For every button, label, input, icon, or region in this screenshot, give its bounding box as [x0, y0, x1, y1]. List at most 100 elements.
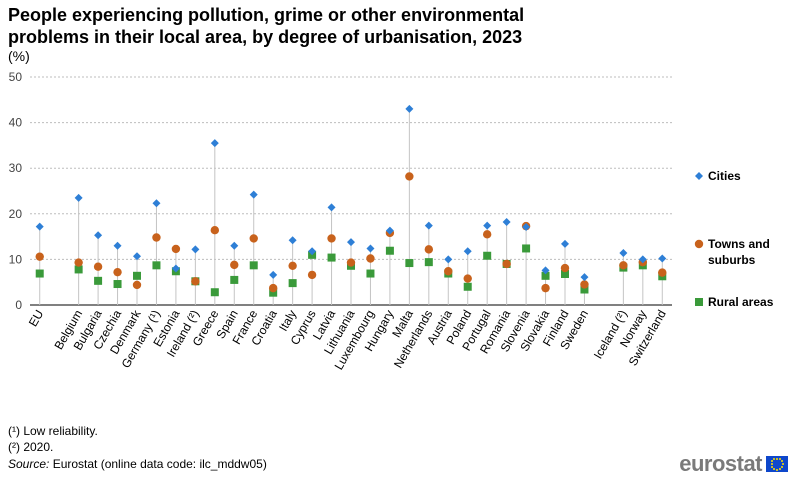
- point-cities: [94, 231, 103, 240]
- point-cities: [522, 223, 531, 232]
- footnote-2020: (²) 2020.: [8, 440, 54, 454]
- point-cities: [405, 104, 414, 113]
- point-towns-and-suburbs: [191, 277, 200, 286]
- point-towns-and-suburbs: [502, 259, 511, 269]
- point-towns-and-suburbs: [580, 280, 589, 289]
- dot-plot-chart: 0 10 20 30 40 50 EU BelgiumBulgariaCzechiaDenm…: [9, 70, 774, 373]
- point-cities: [444, 255, 453, 264]
- point-rural-areas: [580, 285, 589, 294]
- point-cities: [366, 244, 375, 253]
- point-towns-and-suburbs: [132, 280, 142, 290]
- point-cities: [541, 266, 550, 275]
- point-towns-and-suburbs: [152, 233, 161, 242]
- legend-label: Rural areas: [708, 295, 774, 309]
- data-points: [35, 104, 667, 297]
- chart-title: People experiencing pollution, grime or …: [8, 5, 525, 47]
- point-cities: [191, 245, 200, 254]
- point-cities: [580, 273, 589, 282]
- point-cities: [113, 241, 122, 250]
- point-rural-areas: [152, 261, 161, 270]
- source-label: Source:: [8, 457, 50, 471]
- point-towns-and-suburbs: [541, 283, 550, 293]
- point-cities: [249, 190, 258, 199]
- point-towns-and-suburbs: [268, 283, 278, 293]
- point-rural-areas: [327, 253, 336, 262]
- source-text: Eurostat (online data code: ilc_mddw05): [49, 457, 267, 471]
- point-rural-areas: [230, 275, 239, 284]
- point-towns-and-suburbs: [366, 254, 375, 263]
- point-towns-and-suburbs: [424, 245, 434, 254]
- point-towns-and-suburbs: [405, 172, 414, 181]
- point-rural-areas: [288, 279, 297, 288]
- point-towns-and-suburbs: [288, 261, 297, 270]
- point-rural-areas: [385, 246, 394, 255]
- y-axis: 0 10 20 30 40 50: [9, 70, 23, 312]
- point-cities: [35, 222, 44, 231]
- legend-marker-rural-areas: [695, 298, 703, 306]
- point-towns-and-suburbs: [307, 270, 317, 280]
- point-rural-areas: [483, 251, 492, 260]
- point-rural-areas: [133, 271, 141, 280]
- point-rural-areas: [522, 244, 531, 253]
- point-towns-and-suburbs: [210, 226, 220, 235]
- point-towns-and-suburbs: [74, 258, 83, 267]
- point-cities: [619, 249, 628, 258]
- y-tick-label: 40: [9, 116, 23, 130]
- point-towns-and-suburbs: [230, 260, 239, 270]
- y-tick-label: 30: [9, 161, 23, 175]
- legend-label: Towns and suburbs: [708, 237, 770, 267]
- legend-marker-cities: [695, 172, 703, 180]
- point-cities: [152, 199, 161, 208]
- y-tick-label: 50: [9, 70, 23, 84]
- point-towns-and-suburbs: [327, 234, 336, 243]
- point-cities: [327, 203, 336, 212]
- point-cities: [308, 247, 317, 256]
- point-rural-areas: [249, 261, 258, 270]
- point-cities: [463, 247, 472, 256]
- point-rural-areas: [269, 288, 278, 297]
- point-towns-and-suburbs: [171, 244, 181, 254]
- point-cities: [74, 193, 83, 202]
- point-cities: [638, 255, 647, 264]
- category-label: EU: [26, 308, 46, 329]
- point-rural-areas: [366, 269, 375, 278]
- point-rural-areas: [210, 288, 219, 297]
- point-rural-areas: [541, 271, 550, 280]
- point-towns-and-suburbs: [346, 258, 356, 267]
- point-rural-areas: [424, 258, 433, 267]
- point-towns-and-suburbs: [93, 262, 103, 271]
- point-rural-areas: [113, 280, 122, 289]
- point-towns-and-suburbs: [249, 234, 258, 243]
- point-towns-and-suburbs: [482, 230, 492, 239]
- point-cities: [502, 218, 511, 227]
- point-rural-areas: [463, 282, 472, 291]
- legend: Cities Towns and suburbs Rural areas: [694, 169, 774, 309]
- y-tick-label: 20: [9, 207, 23, 221]
- y-tick-label: 10: [9, 252, 23, 266]
- point-towns-and-suburbs: [463, 274, 472, 283]
- point-cities: [133, 252, 141, 261]
- legend-marker-towns-and-suburbs: [694, 239, 704, 249]
- point-towns-and-suburbs: [444, 267, 453, 276]
- point-towns-and-suburbs: [658, 268, 667, 277]
- eurostat-logo: eurostat: [679, 451, 788, 477]
- point-rural-areas: [35, 269, 44, 278]
- point-cities: [347, 238, 355, 247]
- point-cities: [269, 270, 278, 279]
- point-towns-and-suburbs: [35, 252, 44, 261]
- point-cities: [171, 264, 180, 273]
- unit-label: (%): [8, 48, 30, 64]
- point-towns-and-suburbs: [560, 263, 570, 273]
- point-rural-areas: [561, 269, 569, 278]
- point-cities: [483, 221, 492, 230]
- point-cities: [385, 226, 394, 235]
- point-cities: [210, 139, 219, 148]
- point-towns-and-suburbs: [113, 267, 122, 277]
- point-cities: [288, 236, 297, 245]
- point-rural-areas: [94, 276, 103, 285]
- y-tick-label: 0: [15, 298, 22, 312]
- point-rural-areas: [74, 265, 83, 274]
- point-towns-and-suburbs: [619, 261, 628, 270]
- point-cities: [424, 221, 433, 230]
